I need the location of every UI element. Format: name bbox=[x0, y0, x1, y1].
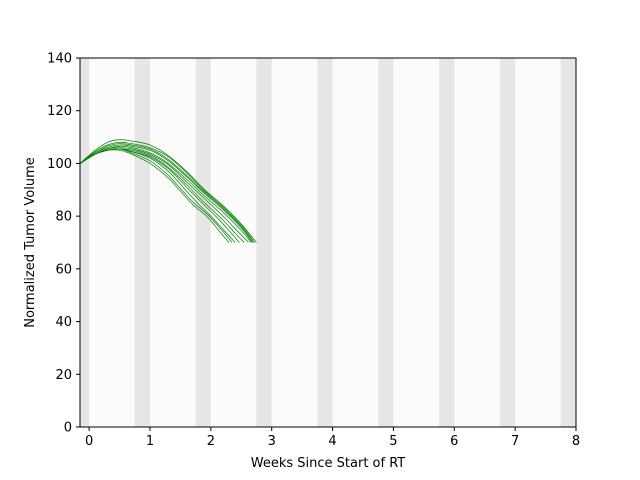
x-tick-label: 7 bbox=[511, 434, 519, 449]
y-axis-ticks: 0 20 40 60 80 100 120 140 bbox=[47, 52, 80, 436]
series-line bbox=[79, 141, 255, 243]
series-line bbox=[79, 147, 249, 243]
x-tick-label: 8 bbox=[572, 434, 580, 449]
plot-frame bbox=[79, 57, 577, 428]
series-lines bbox=[79, 139, 257, 243]
y-tick-label: 140 bbox=[47, 52, 72, 67]
x-tick-label: 6 bbox=[450, 434, 458, 449]
x-tick-label: 2 bbox=[207, 434, 215, 449]
shaded-bands bbox=[80, 58, 576, 427]
shaded-band bbox=[560, 58, 576, 427]
x-tick-label: 4 bbox=[328, 434, 336, 449]
shaded-band bbox=[195, 58, 211, 427]
y-tick-label: 120 bbox=[47, 104, 72, 119]
x-axis-ticks: 0 1 2 3 4 5 6 7 8 bbox=[85, 427, 580, 449]
y-tick-label: 60 bbox=[55, 262, 72, 277]
shaded-band bbox=[317, 58, 333, 427]
series-line bbox=[79, 139, 257, 243]
y-axis-label: Normalized Tumor Volume bbox=[23, 157, 38, 328]
x-tick-label: 3 bbox=[268, 434, 276, 449]
shaded-band bbox=[134, 58, 150, 427]
series-line bbox=[79, 143, 254, 243]
y-tick-label: 100 bbox=[47, 157, 72, 172]
x-tick-label: 1 bbox=[146, 434, 154, 449]
shaded-band bbox=[256, 58, 272, 427]
x-axis-label: Weeks Since Start of RT bbox=[251, 456, 406, 471]
series-line bbox=[79, 144, 253, 243]
y-tick-label: 20 bbox=[55, 368, 72, 383]
shaded-band bbox=[80, 58, 90, 427]
shaded-band bbox=[499, 58, 516, 427]
y-tick-label: 40 bbox=[55, 315, 72, 330]
x-tick-label: 0 bbox=[85, 434, 93, 449]
series-line bbox=[79, 149, 230, 243]
y-tick-label: 80 bbox=[55, 210, 72, 225]
shaded-band bbox=[439, 58, 455, 427]
y-tick-label: 0 bbox=[64, 421, 72, 436]
x-tick-label: 5 bbox=[389, 434, 397, 449]
shaded-band bbox=[378, 58, 394, 427]
